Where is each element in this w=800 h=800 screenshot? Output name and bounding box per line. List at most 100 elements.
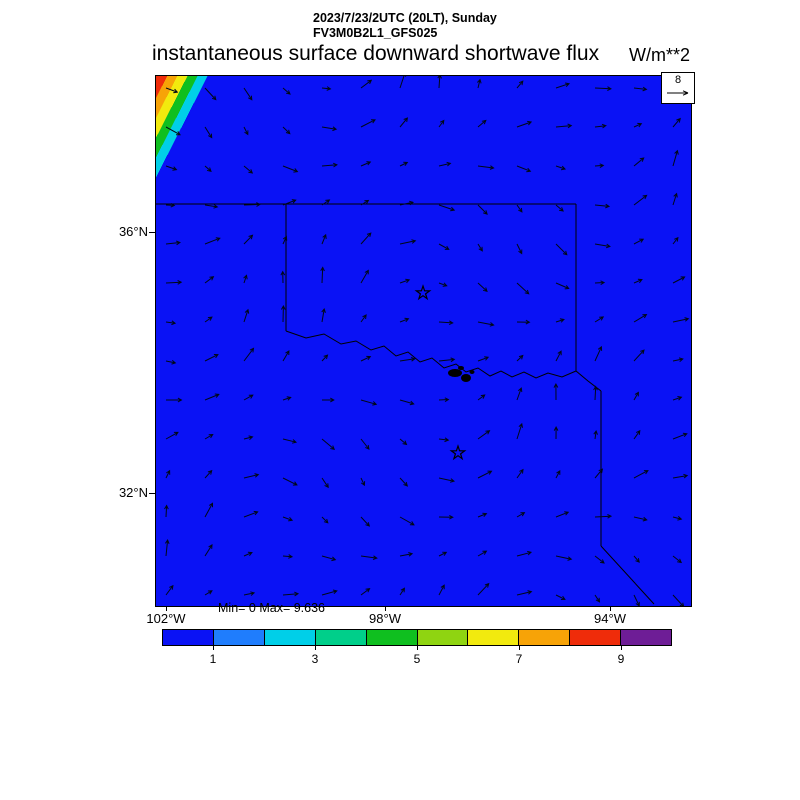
wind-arrow [360,399,378,406]
colorbar-tick-label: 5 [413,652,421,666]
wind-arrow [438,551,448,557]
colorbar-tick-label: 1 [209,652,217,666]
wind-arrow [204,590,213,596]
wind-arrow [516,468,524,479]
wind-arrow [633,238,645,245]
wind-arrow [243,126,249,136]
wind-arrow [633,555,640,563]
wind-arrow [438,514,454,520]
lon-tick-mark [166,606,167,611]
wind-arrow [165,87,179,94]
wind-arrow [672,432,688,440]
wind-arrow [516,204,523,213]
lon-tick-label: 94°W [594,611,626,626]
wind-arrow [360,516,371,527]
wind-arrow [438,282,448,287]
wind-arrow [516,165,532,173]
wind-arrow [282,554,294,559]
wind-arrow [204,204,219,209]
wind-arrow [399,161,409,167]
city-star-marker [449,444,467,461]
wind-arrow [633,516,648,522]
wind-arrow [477,550,488,557]
colorbar-segment [570,630,622,645]
wind-arrow [477,430,491,440]
wind-arrow [633,157,645,167]
wind-arrow [438,477,456,483]
wind-arrow [321,199,331,206]
wind-arrow [399,587,405,596]
colorbar-segment [163,630,214,645]
colorbar-tick [518,646,520,650]
wind-arrow [164,539,170,557]
plot-title: instantaneous surface downward shortwave… [152,42,600,65]
colorbar-tick [212,646,214,650]
wind-arrow [204,87,217,101]
wind-arrow [321,477,329,489]
colorbar-tick [416,646,418,650]
wind-arrow [672,317,690,323]
wind-arrow [165,469,171,479]
wind-arrow [360,477,366,487]
datetime-label: 2023/7/23/2UTC (20LT), Sunday [313,11,497,25]
wind-arrow [555,318,565,323]
wind-arrow [672,357,684,362]
wind-arrow [633,194,648,206]
wind-arrow [399,516,415,526]
wind-arrow [633,470,649,479]
wind-arrow [280,304,286,323]
wind-arrow [165,360,177,365]
lake-shape [469,370,475,374]
lon-tick-mark [610,606,611,611]
wind-arrow [204,433,214,440]
wind-arrow [282,87,291,95]
wind-arrow [594,203,611,209]
wind-arrow [399,552,414,557]
colorbar-segment [264,630,316,645]
wind-arrow [204,237,221,245]
wind-arrow [633,349,645,362]
wind-arrow [399,76,407,89]
wind-arrow [243,435,254,440]
wind-arrow [360,199,370,206]
wind-arrow [516,422,523,440]
colorbar-segments [162,629,672,646]
wind-arrow [672,192,678,206]
wind-arrow [165,240,181,246]
wind-arrow [594,86,612,91]
wind-arrow [320,266,325,284]
wind-arrow [399,117,409,128]
colorbar-tick [314,646,316,650]
wind-arrow [282,516,294,522]
wind-arrow [555,282,570,290]
wind-arrow [438,243,450,250]
wind-arrow [672,236,679,245]
colorbar-segment [519,630,571,645]
wind-arrow [321,126,338,132]
wind-arrow [477,470,493,479]
wind-arrow [594,316,605,323]
lon-tick-label: 102°W [146,611,186,626]
wind-arrow [321,354,329,362]
wind-arrow [282,126,291,135]
wind-arrow [204,126,213,139]
wind-arrow [321,307,326,323]
wind-arrow [321,162,338,168]
wind-arrow [165,280,183,285]
wind-arrow [438,397,450,403]
wind-arrow [280,270,286,284]
wind-arrow [399,278,411,284]
wind-arrow [165,320,177,326]
wind-arrow [594,163,605,169]
wind-arrow [477,204,488,215]
wind-arrow [555,511,570,518]
wind-arrow [477,165,495,170]
wind-arrow [204,393,220,401]
colorbar-segment [621,630,672,645]
lon-tick-mark [385,606,386,611]
wind-arrow [477,78,482,89]
reference-vector-box: 8 [661,72,695,104]
wind-arrow [399,399,415,406]
wind-arrow [672,396,683,401]
